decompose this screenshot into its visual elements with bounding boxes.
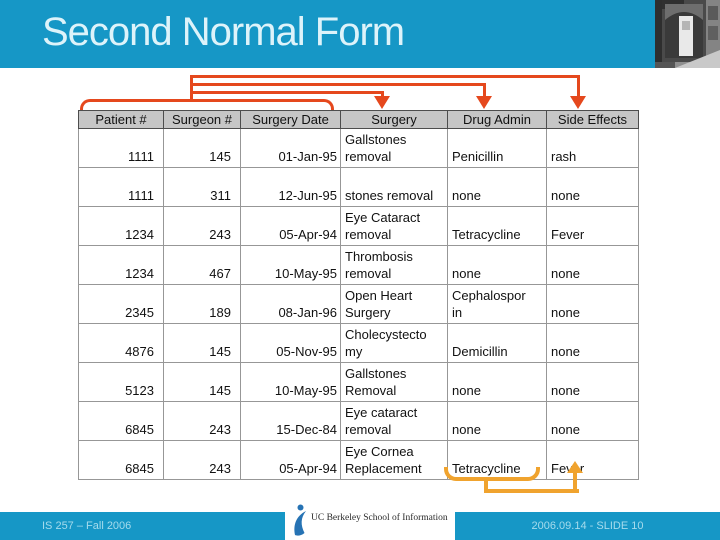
table-row: 6845 243 05-Apr-94 Eye Cornea Replacement Te… [78, 440, 639, 480]
table-cell: 5123 [78, 362, 164, 402]
column-header: Surgeon # [163, 110, 241, 129]
table-cell: Fever [546, 206, 639, 246]
table-cell: 243 [163, 401, 241, 441]
dependency-drop-surgery [381, 91, 384, 99]
table-cell: none [546, 245, 639, 285]
composite-key-bracket [80, 99, 334, 113]
table-cell: 05-Apr-94 [240, 440, 341, 480]
footer-bar-left: IS 257 – Fall 2006 [0, 512, 285, 540]
tetracycline-brace [444, 467, 540, 481]
column-header: Surgery [340, 110, 448, 129]
table-cell: Eye cataract removal [340, 401, 448, 441]
table-cell: 311 [163, 167, 241, 207]
down-arrowhead-side-effects [570, 96, 586, 109]
dependency-drop-drug-admin [483, 83, 486, 98]
table-cell: 189 [163, 284, 241, 324]
table-cell: none [447, 362, 547, 402]
table-row: 2345 189 08-Jan-96 Open Heart Surgery Cephal… [78, 284, 639, 324]
table-cell: none [546, 362, 639, 402]
table-header-row: Patient # Surgeon # Surgery Date Surgery Dru… [78, 110, 639, 129]
table-cell: 1234 [78, 206, 164, 246]
table-cell: stones removal [340, 167, 448, 207]
table-cell: 05-Nov-95 [240, 323, 341, 363]
column-header: Patient # [78, 110, 164, 129]
footer-course: IS 257 – Fall 2006 [42, 520, 132, 532]
dependency-line-surgery [190, 91, 384, 94]
table-cell: Eye Cataract removal [340, 206, 448, 246]
table-row: 5123 145 10-May-95 Gallstones Removal none no… [78, 362, 639, 402]
table-cell: Gallstones Removal [340, 362, 448, 402]
table-cell: Tetracycline [447, 440, 547, 480]
table-cell: 10-May-95 [240, 245, 341, 285]
table-cell: 12-Jun-95 [240, 167, 341, 207]
column-header: Side Effects [546, 110, 639, 129]
table-cell: Thrombosis removal [340, 245, 448, 285]
table-row: 1111 145 01-Jan-95 Gallstones removal Penici… [78, 128, 639, 168]
table-cell: none [546, 167, 639, 207]
table-cell: 243 [163, 206, 241, 246]
dependency-line-drug-admin [190, 83, 486, 86]
table-row: 6845 243 15-Dec-84 Eye cataract removal none… [78, 401, 639, 441]
footer-bar-right: 2006.09.14 - SLIDE 10 [455, 512, 720, 540]
table-cell: none [447, 401, 547, 441]
table-cell: 4876 [78, 323, 164, 363]
table-row: 1234 467 10-May-95 Thrombosis removal none no… [78, 245, 639, 285]
dependency-elbow-segment [484, 478, 488, 493]
table-cell: 145 [163, 128, 241, 168]
table-cell: none [546, 401, 639, 441]
down-arrowhead-drug-admin [476, 96, 492, 109]
up-arrowhead-fever [567, 461, 583, 473]
page-title: Second Normal Form [42, 10, 405, 54]
table-cell: 01-Jan-95 [240, 128, 341, 168]
table-cell: Tetracycline [447, 206, 547, 246]
table-row: 4876 145 05-Nov-95 Cholecystectomy Demicilli… [78, 323, 639, 363]
table-cell: 467 [163, 245, 241, 285]
table-cell: Gallstones removal [340, 128, 448, 168]
surgery-table: Patient # Surgeon # Surgery Date Surgery Dru… [78, 110, 639, 480]
table-cell: 243 [163, 440, 241, 480]
arrow-stem [190, 75, 193, 101]
down-arrowhead-surgery [374, 96, 390, 109]
table-cell: Cephalosporin [447, 284, 547, 324]
table-cell: 2345 [78, 284, 164, 324]
table-cell: rash [546, 128, 639, 168]
table-cell: none [447, 245, 547, 285]
table-cell: 1111 [78, 128, 164, 168]
table-cell: Open Heart Surgery [340, 284, 448, 324]
table-cell: 08-Jan-96 [240, 284, 341, 324]
column-header: Surgery Date [240, 110, 341, 129]
table-cell: 05-Apr-94 [240, 206, 341, 246]
berkeley-figure-icon [291, 503, 309, 540]
table-cell: 1111 [78, 167, 164, 207]
table-cell: none [447, 167, 547, 207]
column-header: Drug Admin [447, 110, 547, 129]
table-cell: Eye Cornea Replacement [340, 440, 448, 480]
table-row: 1234 243 05-Apr-94 Eye Cataract removal Tetr… [78, 206, 639, 246]
table-cell: Fever [546, 440, 639, 480]
table-cell: Cholecystectomy [340, 323, 448, 363]
dependency-elbow-segment [573, 471, 577, 493]
table-cell: 145 [163, 323, 241, 363]
dependency-elbow-segment [484, 489, 579, 493]
table-cell: none [546, 323, 639, 363]
berkeley-logo-text: UC Berkeley School of Information [311, 513, 448, 523]
berkeley-logo: UC Berkeley School of Information [285, 500, 455, 540]
table-cell: Demicillin [447, 323, 547, 363]
table-cell: none [546, 284, 639, 324]
dependency-drop-side-effects [577, 75, 580, 98]
table-row: 1111 311 12-Jun-95 stones removal none none [78, 167, 639, 207]
dependency-line-side-effects [190, 75, 580, 78]
slide-number: 2006.09.14 - SLIDE 10 [531, 520, 644, 532]
table-cell: 6845 [78, 401, 164, 441]
title-bar: Second Normal Form [0, 0, 655, 68]
table-cell: 15-Dec-84 [240, 401, 341, 441]
table-cell: Penicillin [447, 128, 547, 168]
building-photo-icon [655, 0, 720, 68]
table-cell: 6845 [78, 440, 164, 480]
table-cell: 10-May-95 [240, 362, 341, 402]
table-cell: 1234 [78, 245, 164, 285]
table-cell: 145 [163, 362, 241, 402]
